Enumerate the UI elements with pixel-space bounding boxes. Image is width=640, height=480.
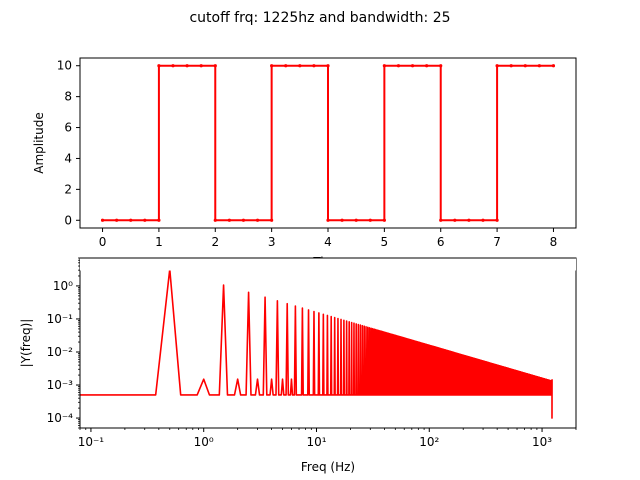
square-wave-point: [425, 64, 429, 68]
freq-chart-x-label: Freq (Hz): [301, 460, 355, 474]
square-wave-point: [495, 64, 499, 68]
square-wave-point: [326, 64, 330, 68]
square-wave-point: [439, 64, 443, 68]
square-wave-point: [115, 218, 119, 222]
time-x-tick-label: 3: [268, 235, 276, 249]
freq-x-tick-label: 10¹: [306, 435, 326, 449]
square-wave-point: [157, 218, 161, 222]
freq-y-tick-label: 10⁻³: [47, 378, 74, 392]
freq-x-tick-label: 10³: [532, 435, 552, 449]
square-wave-point: [157, 64, 161, 68]
square-wave-point: [410, 64, 415, 68]
square-wave-point: [255, 218, 260, 222]
square-wave-point: [270, 64, 274, 68]
time-x-tick-label: 4: [324, 235, 332, 249]
time-x-tick-label: 8: [550, 235, 558, 249]
figure-title: cutoff frq: 1225hz and bandwidth: 25: [189, 10, 450, 26]
square-wave-point: [326, 218, 330, 222]
freq-x-tick-label: 10²: [419, 435, 439, 449]
square-wave-point: [199, 64, 203, 68]
freq-y-tick-label: 10⁻⁴: [47, 411, 74, 425]
square-wave-point: [382, 64, 386, 68]
square-wave-point: [509, 64, 513, 68]
square-wave-point: [495, 218, 499, 222]
time-chart-series: [100, 64, 556, 222]
square-wave-point: [312, 64, 316, 68]
square-wave-point: [340, 218, 344, 222]
square-wave-point: [537, 64, 541, 68]
freq-chart-y-label: |Y(freq)|: [19, 319, 33, 368]
time-y-tick-label: 4: [64, 151, 72, 165]
freq-chart-x-ticks: 10⁻¹ 10⁰ 10¹ 10² 10³: [78, 428, 577, 449]
time-chart-y-ticks: 0 2 4 6 8 10: [57, 59, 80, 227]
square-wave-point: [227, 218, 231, 222]
square-wave-point: [213, 64, 217, 68]
time-x-tick-label: 6: [437, 235, 445, 249]
square-wave-point: [171, 64, 175, 68]
square-wave-point: [382, 218, 386, 222]
time-chart-x-ticks: 0 1 2 3 4 5 6 7 8: [99, 228, 558, 249]
spectrum-line: [80, 268, 553, 419]
time-x-tick-label: 2: [211, 235, 219, 249]
square-wave-point: [368, 218, 372, 222]
freq-x-tick-label: 10⁰: [194, 435, 214, 449]
time-x-tick-label: 0: [99, 235, 107, 249]
time-y-tick-label: 10: [57, 59, 72, 73]
square-wave-point: [100, 218, 105, 222]
square-wave-point: [270, 218, 274, 222]
square-wave-point: [453, 218, 457, 222]
frequency-spectrum-chart: 10⁻¹ 10⁰ 10¹ 10² 10³ 10⁻⁴ 10⁻³ 10⁻² 10⁻¹ 10⁰ Fre…: [19, 257, 577, 474]
time-y-tick-label: 6: [64, 121, 72, 135]
square-wave-point: [396, 64, 401, 68]
time-x-tick-label: 5: [381, 235, 389, 249]
square-wave-point: [129, 218, 133, 222]
square-wave-point: [284, 64, 288, 68]
square-wave-point: [481, 218, 485, 222]
square-wave-line: [102, 64, 554, 222]
freq-chart-series: [80, 268, 553, 419]
square-wave-point: [467, 218, 471, 222]
time-x-tick-label: 1: [155, 235, 163, 249]
time-y-tick-label: 8: [64, 90, 72, 104]
freq-y-tick-label: 10⁻¹: [47, 312, 74, 326]
square-wave-point: [523, 64, 527, 68]
square-wave-point: [354, 218, 358, 222]
time-y-tick-label: 0: [64, 213, 72, 227]
square-wave-point: [298, 64, 302, 68]
square-wave-point: [213, 218, 217, 222]
time-y-tick-label: 2: [64, 182, 72, 196]
freq-y-tick-label: 10⁰: [53, 279, 73, 293]
time-x-tick-label: 7: [493, 235, 501, 249]
time-label-cover: [80, 258, 576, 271]
freq-x-tick-label: 10⁻¹: [78, 435, 105, 449]
square-wave-point: [241, 218, 246, 222]
time-domain-chart: 0 1 2 3 4 5 6 7 8 0 2 4 6 8 10 Amplitude: [32, 57, 577, 249]
freq-y-tick-label: 10⁻²: [47, 345, 74, 359]
time-chart-y-label: Amplitude: [32, 112, 46, 174]
square-wave-point: [185, 64, 189, 68]
square-wave-point: [143, 218, 147, 222]
square-wave-point: [439, 218, 443, 222]
square-wave-point: [551, 64, 556, 68]
freq-chart-y-ticks: 10⁻⁴ 10⁻³ 10⁻² 10⁻¹ 10⁰: [47, 257, 80, 429]
